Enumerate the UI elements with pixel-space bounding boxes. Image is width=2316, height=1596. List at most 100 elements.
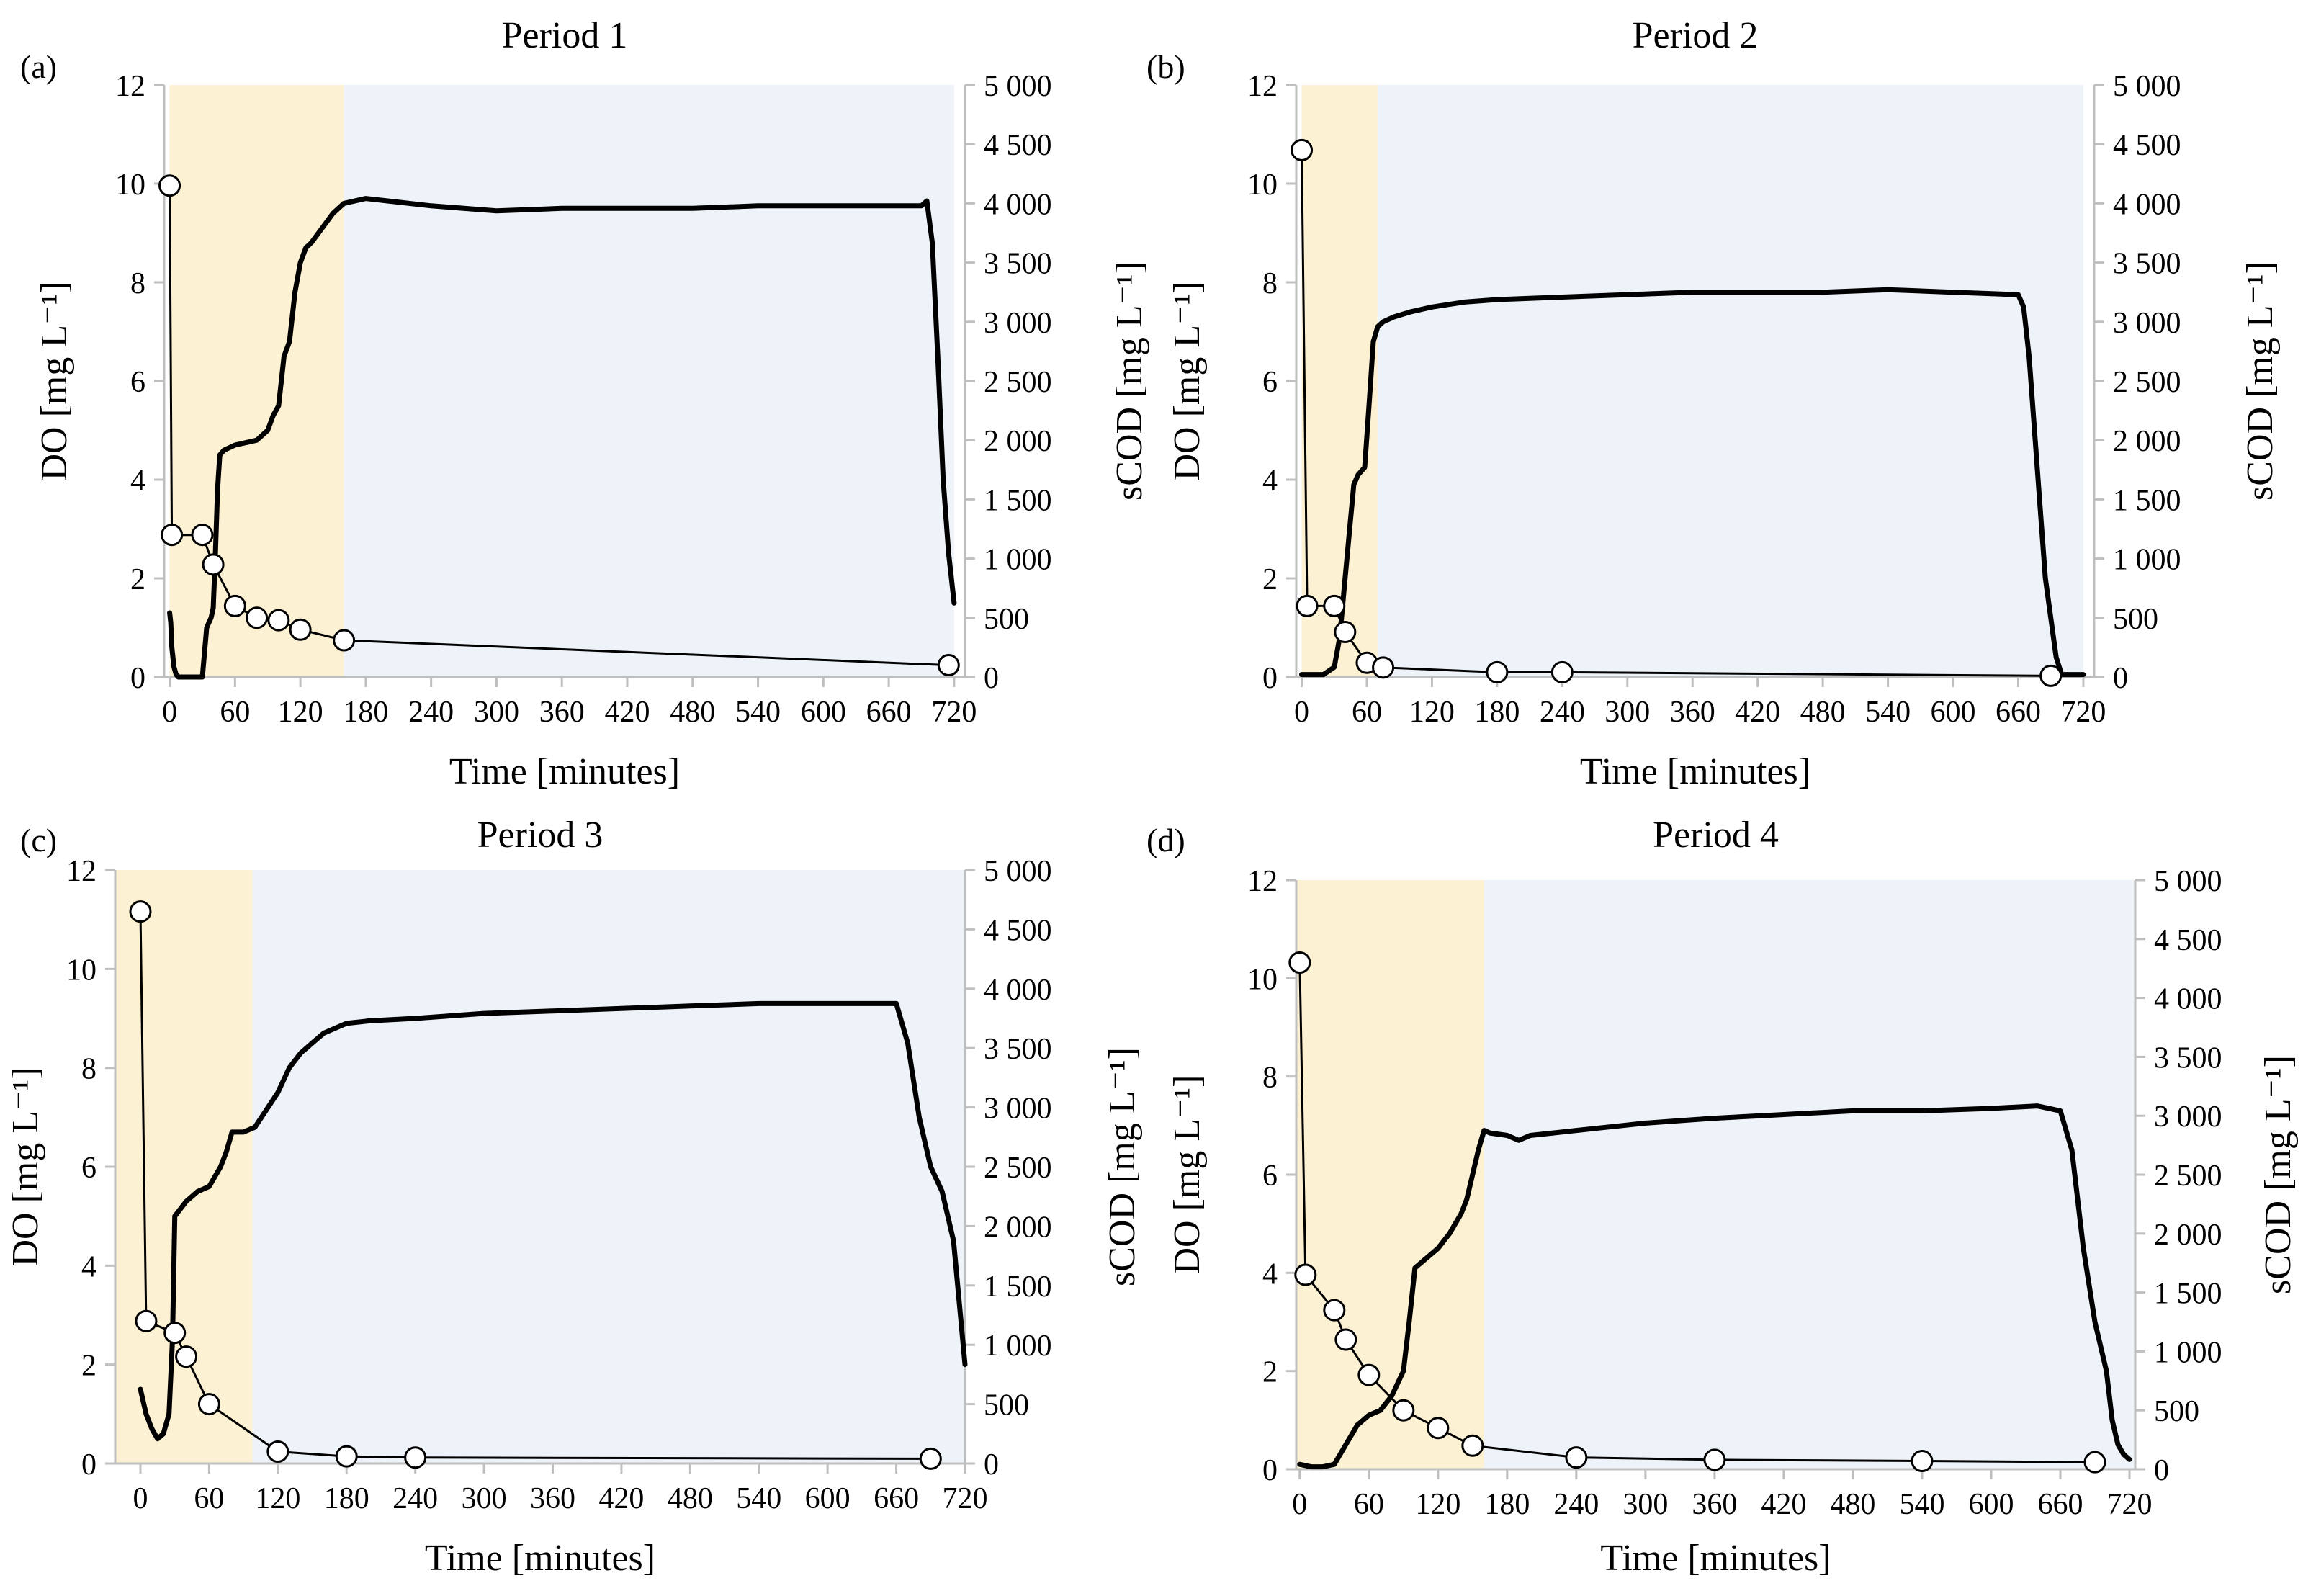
y-right-tick-label: 2 500 — [984, 366, 1052, 399]
series-point-scod — [1461, 1434, 1484, 1457]
aeration-phase-band — [344, 85, 954, 677]
x-tick-label: 480 — [1830, 1488, 1875, 1521]
y-right-tick-label: 5 000 — [2113, 70, 2181, 103]
x-tick-label: 360 — [1670, 696, 1715, 729]
y-left-axis-title: DO [mg L⁻¹] — [5, 1067, 46, 1267]
series-point-scod — [1486, 660, 1509, 683]
y-right-tick-label: 3 000 — [984, 307, 1052, 340]
y-left-tick-label: 8 — [81, 1053, 96, 1086]
x-tick-label: 360 — [1692, 1488, 1737, 1521]
feeding-phase-band — [169, 85, 344, 677]
y-left-tick-label: 12 — [66, 855, 96, 888]
series-point-scod — [135, 1309, 158, 1332]
chart-title: Period 2 — [1633, 15, 1759, 56]
x-tick-label: 480 — [1800, 696, 1846, 729]
y-right-tick-label: 0 — [984, 1448, 999, 1481]
series-point-scod — [1334, 1328, 1357, 1351]
y-right-axis-title: sCOD [mg L⁻¹] — [1102, 1047, 1143, 1286]
y-left-tick-label: 6 — [1262, 366, 1278, 399]
y-right-tick-label: 1 000 — [984, 544, 1052, 577]
series-point-scod — [175, 1345, 198, 1368]
chart-panel-3: 0 60 120 180 240 300 360 420 480 540 600 660 7200246… — [5, 815, 1143, 1579]
x-tick-label: 240 — [1553, 1488, 1599, 1521]
series-point-scod — [161, 524, 184, 547]
series-point-scod — [163, 1322, 187, 1345]
y-left-tick-label: 0 — [81, 1448, 96, 1481]
y-left-axis-title: DO [mg L⁻¹] — [1167, 1075, 1208, 1275]
feeding-phase-band — [1301, 85, 1378, 677]
x-tick-label: 360 — [539, 696, 585, 729]
chart-title: Period 1 — [502, 15, 628, 56]
series-line-do — [1297, 1103, 2132, 1470]
x-tick-label: 120 — [1409, 696, 1455, 729]
series-line-do — [138, 1000, 968, 1442]
y-right-tick-label: 4 000 — [984, 974, 1052, 1007]
y-right-tick-label: 5 000 — [984, 855, 1052, 888]
series-point-scod — [1565, 1446, 1588, 1469]
series-point-scod — [1296, 594, 1319, 617]
x-tick-label: 660 — [2037, 1488, 2083, 1521]
series-point-scod — [266, 1440, 290, 1463]
y-right-tick-label: 1 000 — [2154, 1336, 2222, 1369]
y-right-tick-label: 2 000 — [984, 425, 1052, 458]
feeding-phase-band — [115, 870, 253, 1463]
y-left-tick-label: 6 — [1262, 1160, 1278, 1193]
y-left-tick-label: 6 — [130, 366, 145, 399]
y-right-tick-label: 500 — [984, 1389, 1029, 1422]
y-left-tick-label: 8 — [1262, 267, 1278, 300]
y-right-tick-label: 2 000 — [984, 1211, 1052, 1244]
y-right-tick-label: 4 000 — [2154, 983, 2222, 1016]
series-point-scod — [202, 553, 225, 576]
y-right-tick-label: 500 — [984, 603, 1029, 636]
x-tick-label: 540 — [1865, 696, 1911, 729]
x-tick-label: 660 — [866, 696, 912, 729]
feeding-phase-band — [1296, 880, 1484, 1469]
x-tick-label: 480 — [668, 1482, 713, 1515]
y-right-tick-label: 3 500 — [2154, 1041, 2222, 1075]
y-left-tick-label: 4 — [1262, 465, 1278, 498]
series-point-scod — [2039, 664, 2063, 687]
y-left-tick-label: 10 — [1247, 169, 1278, 202]
y-right-tick-label: 0 — [2154, 1454, 2169, 1487]
x-tick-label: 60 — [1354, 1488, 1384, 1521]
x-tick-label: 240 — [1540, 696, 1585, 729]
y-right-tick-label: 2 000 — [2154, 1219, 2222, 1252]
chart-title: Period 4 — [1653, 815, 1779, 856]
y-left-axis-title: DO [mg L⁻¹] — [1167, 282, 1208, 481]
chart-panel-1: 0 60 120 180 240 300 360 420 480 540 600 660 7200246… — [20, 15, 1150, 792]
series-point-scod — [1550, 660, 1574, 683]
y-right-tick-label: 2 500 — [984, 1152, 1052, 1185]
x-tick-label: 120 — [1415, 1488, 1460, 1521]
series-point-scod — [333, 629, 356, 652]
series-point-scod — [1291, 138, 1314, 161]
y-right-tick-label: 4 500 — [2113, 129, 2181, 162]
series-point-scod — [1357, 1363, 1381, 1386]
series-point-scod — [289, 618, 312, 641]
y-left-tick-label: 4 — [130, 465, 145, 498]
y-left-tick-label: 4 — [81, 1250, 96, 1283]
y-right-axis-title: sCOD [mg L⁻¹] — [2240, 261, 2281, 501]
y-right-tick-label: 5 000 — [2154, 865, 2222, 898]
series-point-scod — [937, 654, 960, 677]
y-right-tick-label: 500 — [2154, 1395, 2199, 1428]
y-left-tick-label: 6 — [81, 1152, 96, 1185]
x-tick-label: 0 — [133, 1482, 148, 1515]
x-tick-label: 540 — [735, 696, 781, 729]
chart-panel-4: 0 60 120 180 240 300 360 420 480 540 600 660 7200246… — [1146, 815, 2299, 1579]
x-tick-label: 540 — [736, 1482, 781, 1515]
y-right-tick-label: 3 500 — [984, 248, 1052, 281]
y-right-axis-title: sCOD [mg L⁻¹] — [2258, 1055, 2299, 1294]
series-point-scod — [1294, 1263, 1317, 1286]
x-axis-title: Time [minutes] — [449, 751, 680, 792]
series-point-scod — [197, 1393, 220, 1416]
y-right-tick-label: 3 500 — [984, 1033, 1052, 1066]
y-right-tick-label: 500 — [2113, 603, 2158, 636]
x-tick-label: 0 — [1292, 1488, 1307, 1521]
y-left-tick-label: 12 — [1247, 865, 1278, 898]
x-tick-label: 180 — [324, 1482, 369, 1515]
y-right-tick-label: 4 000 — [2113, 188, 2181, 221]
x-tick-label: 360 — [530, 1482, 575, 1515]
panel-label: (d) — [1146, 822, 1185, 858]
series-point-scod — [1288, 951, 1311, 974]
y-right-tick-label: 1 000 — [984, 1330, 1052, 1363]
